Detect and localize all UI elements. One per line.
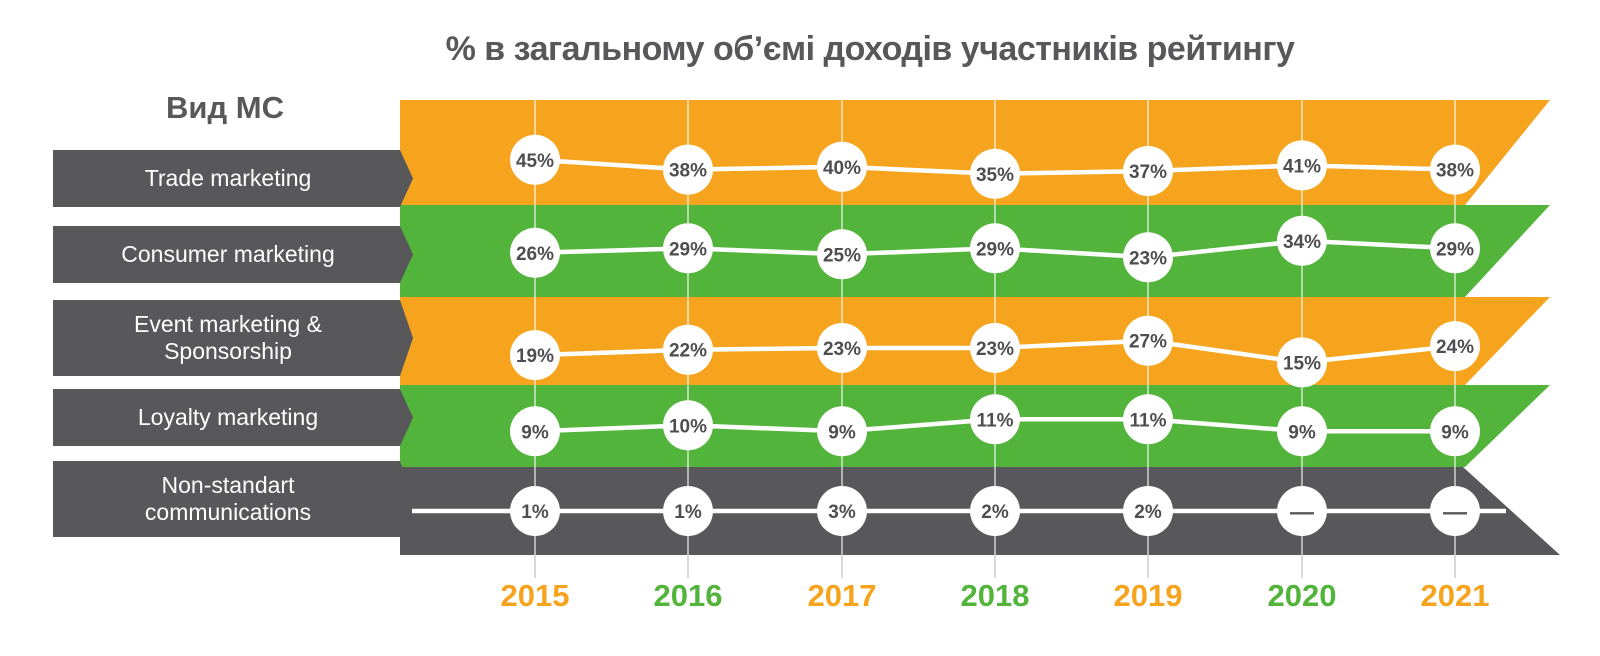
- data-point-value: 19%: [516, 346, 554, 367]
- data-point-circle: [1277, 215, 1327, 266]
- data-point-value: —: [1290, 499, 1314, 526]
- data-point-circle: [817, 406, 867, 457]
- data-point-value: 22%: [669, 341, 707, 362]
- data-point-circle: [817, 229, 867, 280]
- data-point-circle: [510, 227, 560, 278]
- data-point-circle: [663, 223, 713, 274]
- year-label-2021: 2021: [1420, 578, 1490, 613]
- data-point-circle: [1430, 486, 1480, 536]
- data-point-value: 11%: [977, 410, 1014, 431]
- data-point-circle: [1123, 486, 1173, 536]
- data-point-circle: [1123, 146, 1173, 196]
- data-point-value: 2%: [1134, 502, 1162, 523]
- band-orange: [400, 100, 1550, 205]
- data-point-value: 1%: [521, 502, 549, 523]
- data-point-circle: [1123, 394, 1173, 445]
- row-label-non-standart-communications: Non-standart communications: [53, 461, 413, 537]
- data-point-circle: [663, 144, 713, 195]
- data-point-value: 11%: [1130, 410, 1167, 431]
- data-point-value: 38%: [669, 161, 707, 182]
- row-label-trade-marketing: Trade marketing: [53, 150, 413, 207]
- year-label-2018: 2018: [960, 578, 1030, 613]
- chart-title: % в загальному об’ємі доходів участників…: [445, 30, 1295, 68]
- data-point-circle: [970, 322, 1020, 373]
- data-point-circle: [663, 324, 713, 375]
- data-point-circle: [510, 330, 560, 381]
- data-point-value: 27%: [1129, 332, 1167, 353]
- row-label-consumer-marketing: Consumer marketing: [53, 226, 413, 283]
- legend-header: Вид МС: [166, 90, 284, 125]
- data-point-circle: [970, 148, 1020, 199]
- data-point-circle: [663, 486, 713, 536]
- data-point-circle: [1430, 144, 1480, 195]
- row-label-event-marketing-sponsorship: Event marketing & Sponsorship: [53, 300, 413, 376]
- data-point-value: 23%: [976, 339, 1014, 360]
- year-label-2019: 2019: [1113, 578, 1183, 613]
- data-point-circle: [1123, 315, 1173, 366]
- data-point-value: 24%: [1436, 337, 1474, 358]
- data-point-value: 9%: [828, 422, 856, 443]
- data-point-value: 40%: [823, 158, 861, 179]
- data-point-circle: [817, 141, 867, 192]
- data-point-circle: [1277, 486, 1327, 536]
- data-point-circle: [510, 486, 560, 536]
- data-point-value: 9%: [1288, 422, 1316, 443]
- data-point-circle: [1277, 337, 1327, 388]
- data-point-value: 29%: [976, 239, 1014, 260]
- data-point-circle: [1430, 406, 1480, 457]
- data-point-circle: [510, 134, 560, 185]
- data-point-value: 23%: [1129, 248, 1167, 269]
- data-point-value: 34%: [1283, 232, 1321, 253]
- year-label-2017: 2017: [807, 578, 877, 613]
- data-point-circle: [970, 223, 1020, 274]
- data-point-value: 15%: [1283, 353, 1321, 374]
- data-point-value: 3%: [828, 502, 856, 523]
- year-label-2015: 2015: [500, 578, 570, 613]
- data-point-circle: [970, 394, 1020, 445]
- data-point-circle: [1123, 232, 1173, 283]
- data-point-value: 25%: [823, 245, 861, 266]
- data-point-circle: [1277, 406, 1327, 457]
- data-point-value: 23%: [823, 339, 861, 360]
- data-point-value: 41%: [1283, 156, 1321, 177]
- data-point-value: 26%: [516, 244, 554, 265]
- data-point-circle: [1430, 321, 1480, 372]
- data-point-circle: [1277, 140, 1327, 191]
- data-point-circle: [1430, 223, 1480, 274]
- year-label-2016: 2016: [653, 578, 723, 613]
- data-point-circle: [510, 406, 560, 457]
- data-point-circle: [817, 486, 867, 536]
- data-point-value: 9%: [1441, 422, 1469, 443]
- row-label-loyalty-marketing: Loyalty marketing: [53, 389, 413, 446]
- data-point-value: 1%: [674, 502, 702, 523]
- data-point-value: 45%: [516, 151, 554, 172]
- data-point-value: 9%: [521, 422, 549, 443]
- data-point-circle: [817, 322, 867, 373]
- data-point-value: 29%: [1436, 239, 1474, 260]
- data-point-circle: [663, 400, 713, 451]
- data-point-value: 10%: [669, 416, 707, 437]
- data-point-value: —: [1443, 499, 1467, 526]
- data-point-circle: [970, 486, 1020, 536]
- data-point-value: 2%: [981, 502, 1009, 523]
- year-label-2020: 2020: [1267, 578, 1337, 613]
- data-point-value: 37%: [1129, 162, 1167, 183]
- data-point-value: 29%: [669, 239, 707, 260]
- data-point-value: 38%: [1436, 161, 1474, 182]
- data-point-value: 35%: [976, 165, 1014, 186]
